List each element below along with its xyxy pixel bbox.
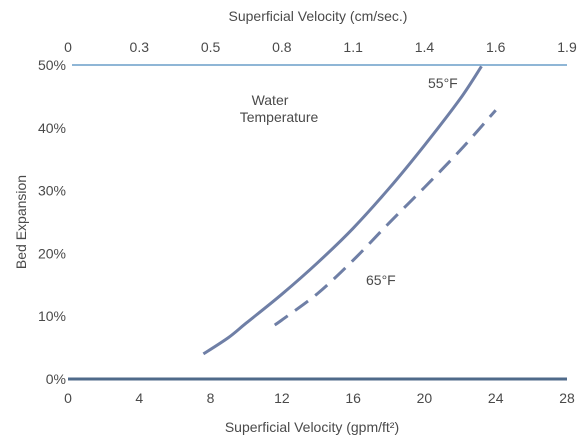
y-tick-label: 20%	[38, 245, 66, 261]
x-tick-label: 28	[559, 390, 575, 406]
y-tick-label: 40%	[38, 120, 66, 136]
top-x-tick-label: 0	[64, 39, 72, 55]
series-line-55f	[202, 65, 483, 356]
x-tick-label: 20	[417, 390, 433, 406]
top-x-tick-label: 1.9	[557, 39, 577, 55]
top-x-tick-labels: 0 0.3 0.5 0.8 1.1 1.4 1.6 1.9	[64, 39, 577, 55]
x-tick-label: 4	[135, 390, 143, 406]
water-temperature-label-line1: Water	[252, 92, 289, 108]
series-label-55f: 55°F	[428, 75, 458, 91]
y-axis-title: Bed Expansion	[13, 175, 29, 269]
top-x-tick-label: 0.5	[201, 39, 221, 55]
series-line-65f	[273, 109, 497, 327]
series-layer	[202, 65, 497, 356]
x-tick-label: 12	[274, 390, 290, 406]
y-tick-labels: 0% 10% 20% 30% 40% 50%	[38, 57, 66, 387]
top-x-tick-label: 0.8	[272, 39, 292, 55]
top-x-tick-label: 0.3	[130, 39, 150, 55]
x-tick-label: 24	[488, 390, 504, 406]
top-x-tick-label: 1.4	[415, 39, 435, 55]
bottom-axis-title: Superficial Velocity (gpm/ft²)	[225, 419, 399, 435]
y-tick-label: 30%	[38, 183, 66, 199]
y-tick-label: 10%	[38, 308, 66, 324]
x-tick-label: 0	[64, 390, 72, 406]
top-axis-title: Superficial Velocity (cm/sec.)	[229, 8, 408, 24]
top-x-tick-label: 1.6	[486, 39, 506, 55]
water-temperature-label-line2: Temperature	[240, 109, 319, 125]
x-tick-labels: 0 4 8 12 16 20 24 28	[64, 390, 575, 406]
y-tick-label: 0%	[46, 371, 66, 387]
y-tick-label: 50%	[38, 57, 66, 73]
series-label-65f: 65°F	[366, 272, 396, 288]
x-tick-label: 16	[345, 390, 361, 406]
x-tick-label: 8	[207, 390, 215, 406]
top-x-tick-label: 1.1	[343, 39, 363, 55]
